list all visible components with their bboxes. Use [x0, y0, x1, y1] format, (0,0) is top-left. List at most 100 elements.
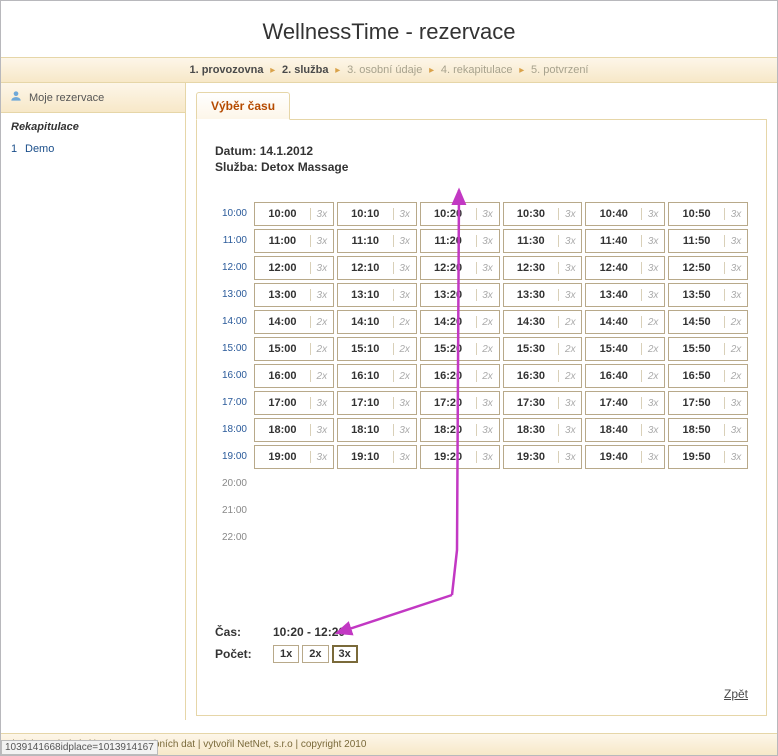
slot-time: 15:40 [586, 343, 642, 355]
breadcrumb-step[interactable]: 4. rekapitulace [437, 64, 517, 76]
time-slot[interactable]: 17:103x [337, 391, 417, 415]
time-slot[interactable]: 12:503x [668, 256, 748, 280]
time-slot[interactable]: 14:002x [254, 310, 334, 334]
time-slot[interactable]: 13:003x [254, 283, 334, 307]
slot-time: 12:00 [255, 262, 311, 274]
slot-time: 10:20 [421, 208, 477, 220]
breadcrumb-step[interactable]: 1. provozovna [185, 64, 267, 76]
time-slot[interactable]: 19:103x [337, 445, 417, 469]
time-slot[interactable]: 16:102x [337, 364, 417, 388]
hour-label: 16:00 [215, 364, 251, 388]
empty-row [254, 472, 748, 486]
time-slot[interactable]: 16:402x [585, 364, 665, 388]
time-slot[interactable]: 10:003x [254, 202, 334, 226]
hour-label: 14:00 [215, 310, 251, 334]
time-slot[interactable]: 18:003x [254, 418, 334, 442]
time-slot[interactable]: 11:503x [668, 229, 748, 253]
time-slot[interactable]: 19:003x [254, 445, 334, 469]
count-button[interactable]: 3x [332, 645, 358, 663]
time-slot[interactable]: 14:402x [585, 310, 665, 334]
slot-time: 19:40 [586, 451, 642, 463]
slot-count: 3x [725, 398, 747, 409]
time-slot[interactable]: 15:502x [668, 337, 748, 361]
time-slot[interactable]: 10:503x [668, 202, 748, 226]
slot-time: 15:30 [504, 343, 560, 355]
breadcrumb-step[interactable]: 3. osobní údaje [343, 64, 426, 76]
sidebar-item[interactable]: 1Demo [1, 137, 185, 161]
tab-time-select[interactable]: Výběr času [196, 92, 290, 120]
time-slot[interactable]: 14:502x [668, 310, 748, 334]
time-slot[interactable]: 17:003x [254, 391, 334, 415]
time-slot[interactable]: 14:102x [337, 310, 417, 334]
breadcrumb-step[interactable]: 2. služba [278, 64, 332, 76]
time-slot[interactable]: 19:303x [503, 445, 583, 469]
time-slot[interactable]: 11:003x [254, 229, 334, 253]
empty-row [254, 526, 748, 540]
time-slot[interactable]: 15:202x [420, 337, 500, 361]
time-slot[interactable]: 15:302x [503, 337, 583, 361]
count-button[interactable]: 2x [302, 645, 328, 663]
slot-count: 2x [477, 371, 499, 382]
time-slot[interactable]: 15:002x [254, 337, 334, 361]
time-slot[interactable]: 19:503x [668, 445, 748, 469]
time-slot[interactable]: 12:003x [254, 256, 334, 280]
time-slot[interactable]: 11:403x [585, 229, 665, 253]
time-slot[interactable]: 14:302x [503, 310, 583, 334]
time-slot[interactable]: 14:202x [420, 310, 500, 334]
time-slot[interactable]: 18:303x [503, 418, 583, 442]
time-slot[interactable]: 15:102x [337, 337, 417, 361]
time-slot[interactable]: 10:203x [420, 202, 500, 226]
time-slot[interactable]: 12:303x [503, 256, 583, 280]
slot-count: 2x [394, 371, 416, 382]
time-slot[interactable]: 16:002x [254, 364, 334, 388]
slot-count: 3x [477, 209, 499, 220]
time-slot[interactable]: 13:303x [503, 283, 583, 307]
time-slot[interactable]: 19:203x [420, 445, 500, 469]
slot-count: 3x [477, 398, 499, 409]
time-slot[interactable]: 19:403x [585, 445, 665, 469]
time-slot[interactable]: 18:103x [337, 418, 417, 442]
hour-label: 12:00 [215, 256, 251, 280]
slot-count: 2x [559, 344, 581, 355]
time-slot[interactable]: 10:103x [337, 202, 417, 226]
slot-count: 3x [559, 425, 581, 436]
time-slot[interactable]: 15:402x [585, 337, 665, 361]
time-slot[interactable]: 18:503x [668, 418, 748, 442]
time-slot[interactable]: 12:403x [585, 256, 665, 280]
breadcrumb-step[interactable]: 5. potvrzení [527, 64, 592, 76]
time-slot[interactable]: 10:303x [503, 202, 583, 226]
slot-count: 3x [477, 452, 499, 463]
time-slot[interactable]: 13:503x [668, 283, 748, 307]
time-slot[interactable]: 16:502x [668, 364, 748, 388]
time-slot[interactable]: 17:403x [585, 391, 665, 415]
time-slot[interactable]: 18:203x [420, 418, 500, 442]
time-slot[interactable]: 17:203x [420, 391, 500, 415]
time-slot[interactable]: 16:302x [503, 364, 583, 388]
time-slot[interactable]: 18:403x [585, 418, 665, 442]
time-slot[interactable]: 17:503x [668, 391, 748, 415]
time-slot[interactable]: 12:103x [337, 256, 417, 280]
time-slot[interactable]: 13:203x [420, 283, 500, 307]
slot-time: 10:00 [255, 208, 311, 220]
time-slot[interactable]: 16:202x [420, 364, 500, 388]
slot-time: 17:20 [421, 397, 477, 409]
slot-time: 19:50 [669, 451, 725, 463]
slot-count: 2x [642, 344, 664, 355]
slot-count: 3x [394, 398, 416, 409]
slot-count: 3x [394, 425, 416, 436]
time-slot[interactable]: 10:403x [585, 202, 665, 226]
time-slot[interactable]: 12:203x [420, 256, 500, 280]
time-slot[interactable]: 13:103x [337, 283, 417, 307]
slot-count: 2x [642, 371, 664, 382]
time-slot[interactable]: 17:303x [503, 391, 583, 415]
slot-time: 19:30 [504, 451, 560, 463]
count-button[interactable]: 1x [273, 645, 299, 663]
time-slot[interactable]: 13:403x [585, 283, 665, 307]
slot-count: 2x [477, 344, 499, 355]
slot-count: 3x [642, 398, 664, 409]
time-slot[interactable]: 11:303x [503, 229, 583, 253]
back-link[interactable]: Zpět [724, 687, 748, 701]
time-slot[interactable]: 11:103x [337, 229, 417, 253]
time-slot[interactable]: 11:203x [420, 229, 500, 253]
sidebar: Moje rezervace Rekapitulace 1Demo [1, 83, 186, 720]
